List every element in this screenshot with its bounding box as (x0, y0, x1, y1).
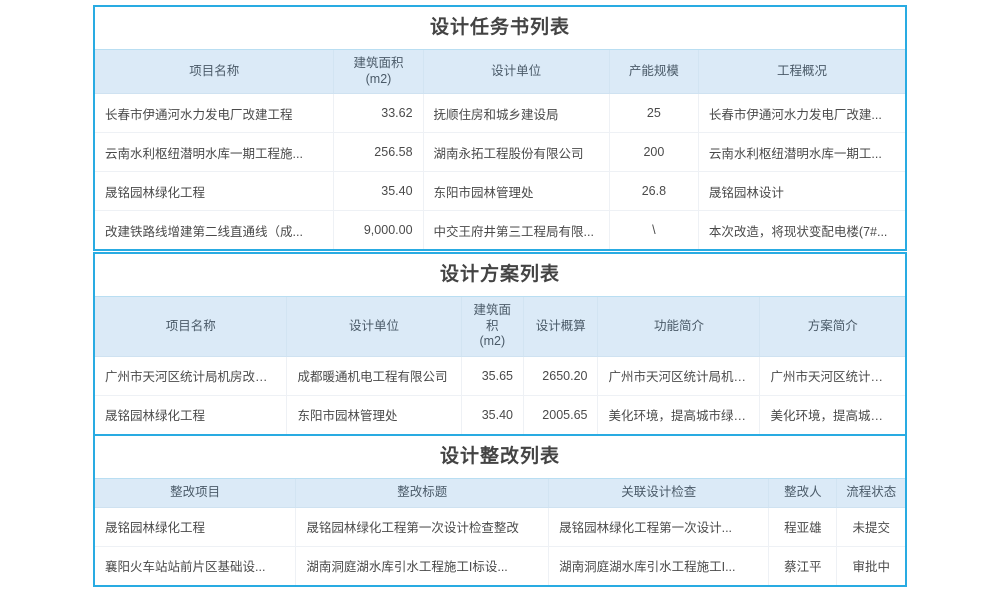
column-header-building-area-line1: 建筑面积 (473, 303, 512, 333)
cell-rectify-project[interactable]: 晟铭园林绿化工程 (95, 507, 297, 547)
cell-capacity: 25 (609, 93, 699, 134)
column-header-overview[interactable]: 工程概况 (698, 50, 905, 95)
table-row[interactable]: 晟铭园林绿化工程 晟铭园林绿化工程第一次设计检查整改 晟铭园林绿化工程第一次设计… (95, 507, 905, 547)
table-design-rectification: 整改项目 整改标题 关联设计检查 整改人 流程状态 晟铭园林绿化工程 晟铭园林绿… (95, 479, 905, 585)
cell-rectify-person: 蔡江平 (768, 546, 838, 585)
table-row[interactable]: 广州市天河区统计局机房改造... 成都暖通机电工程有限公司 35.65 2650… (95, 356, 905, 396)
column-header-rectify-project[interactable]: 整改项目 (95, 479, 297, 508)
cell-budget: 2650.20 (523, 356, 599, 396)
column-header-project-name[interactable]: 项目名称 (95, 50, 335, 95)
column-header-building-area[interactable]: 建筑面积 (m2) (461, 297, 524, 357)
cell-building-area: 256.58 (333, 132, 424, 173)
table-header-row: 项目名称 建筑面积 (m2) 设计单位 产能规模 工程概况 (95, 50, 905, 95)
table-row[interactable]: 晟铭园林绿化工程 东阳市园林管理处 35.40 2005.65 美化环境，提高城… (95, 395, 905, 435)
cell-design-unit: 抚顺住房和城乡建设局 (423, 93, 610, 134)
cell-budget: 2005.65 (523, 395, 599, 435)
column-header-building-area-line1: 建筑面积 (353, 56, 404, 70)
column-header-function-intro[interactable]: 功能简介 (597, 297, 761, 357)
column-header-process-status[interactable]: 流程状态 (836, 479, 905, 508)
card-title-design-schemes: 设计方案列表 (95, 254, 905, 297)
cell-capacity: 26.8 (609, 171, 699, 212)
cell-scheme-intro: 美化环境，提高城市绿化... (759, 395, 905, 435)
cell-capacity: 200 (609, 132, 699, 173)
cell-rectify-title[interactable]: 湖南洞庭湖水库引水工程施工I标设... (295, 546, 550, 585)
cell-rectify-project[interactable]: 襄阳火车站站前片区基础设... (95, 546, 297, 585)
table-header-row: 整改项目 整改标题 关联设计检查 整改人 流程状态 (95, 479, 905, 508)
cell-project-name[interactable]: 晟铭园林绿化工程 (95, 395, 288, 435)
table-row[interactable]: 长春市伊通河水力发电厂改建工程 33.62 抚顺住房和城乡建设局 25 长春市伊… (95, 93, 905, 134)
cell-rectify-title[interactable]: 晟铭园林绿化工程第一次设计检查整改 (295, 507, 550, 547)
cell-overview: 云南水利枢纽潜明水库一期工... (698, 132, 905, 173)
column-header-scheme-intro[interactable]: 方案简介 (759, 297, 905, 357)
cell-project-name[interactable]: 晟铭园林绿化工程 (95, 171, 335, 212)
table-row[interactable]: 襄阳火车站站前片区基础设... 湖南洞庭湖水库引水工程施工I标设... 湖南洞庭… (95, 546, 905, 585)
column-header-design-unit[interactable]: 设计单位 (286, 297, 462, 357)
cell-building-area: 33.62 (333, 93, 424, 134)
cell-related-check: 湖南洞庭湖水库引水工程施工I... (548, 546, 770, 585)
table-row[interactable]: 云南水利枢纽潜明水库一期工程施... 256.58 湖南永拓工程股份有限公司 2… (95, 132, 905, 173)
cell-design-unit: 湖南永拓工程股份有限公司 (423, 132, 610, 173)
table-row[interactable]: 改建铁路线增建第二线直通线（成... 9,000.00 中交王府井第三工程局有限… (95, 210, 905, 250)
table-header-row: 项目名称 设计单位 建筑面积 (m2) 设计概算 功能简介 方案简介 (95, 297, 905, 357)
cell-overview: 晟铭园林设计 (698, 171, 905, 212)
column-header-design-unit[interactable]: 设计单位 (423, 50, 610, 95)
status-badge: 审批中 (852, 560, 890, 575)
cell-project-name[interactable]: 改建铁路线增建第二线直通线（成... (95, 210, 335, 250)
column-header-project-name[interactable]: 项目名称 (95, 297, 288, 357)
card-design-tasks: 设计任务书列表 项目名称 建筑面积 (m2) 设计单位 产能规模 工程概况 (93, 5, 907, 252)
cell-project-name[interactable]: 长春市伊通河水力发电厂改建工程 (95, 93, 335, 134)
table-design-tasks: 项目名称 建筑面积 (m2) 设计单位 产能规模 工程概况 长春市伊通河水力发电… (95, 50, 905, 250)
column-header-rectify-title[interactable]: 整改标题 (295, 479, 550, 508)
cell-scheme-intro: 广州市天河区统计局机房... (759, 356, 905, 396)
cell-function-intro: 美化环境，提高城市绿化... (597, 395, 761, 435)
cell-building-area: 35.40 (333, 171, 424, 212)
status-badge: 未提交 (836, 507, 905, 547)
cell-capacity: \ (609, 210, 699, 250)
column-header-building-area-unit: (m2) (365, 71, 392, 86)
cell-rectify-person: 程亚雄 (768, 507, 838, 547)
cell-design-unit: 东阳市园林管理处 (423, 171, 610, 212)
column-header-budget[interactable]: 设计概算 (523, 297, 599, 357)
cell-design-unit: 成都暖通机电工程有限公司 (286, 356, 462, 396)
cell-overview: 长春市伊通河水力发电厂改建... (698, 93, 905, 134)
cell-design-unit: 中交王府井第三工程局有限... (423, 210, 610, 250)
cell-design-unit: 东阳市园林管理处 (286, 395, 462, 435)
cell-building-area: 35.65 (461, 356, 524, 396)
column-header-building-area[interactable]: 建筑面积 (m2) (333, 50, 424, 95)
card-design-rectification: 设计整改列表 整改项目 整改标题 关联设计检查 整改人 流程状态 晟铭园林绿化工… (93, 434, 907, 587)
column-header-capacity[interactable]: 产能规模 (609, 50, 699, 95)
card-title-design-rectification: 设计整改列表 (95, 436, 905, 479)
column-header-related-check[interactable]: 关联设计检查 (548, 479, 770, 508)
cell-project-name[interactable]: 广州市天河区统计局机房改造... (95, 356, 288, 396)
cell-overview: 本次改造，将现状变配电楼(7#... (708, 224, 888, 239)
cell-project-name[interactable]: 云南水利枢纽潜明水库一期工程施... (95, 132, 335, 173)
cell-building-area: 9,000.00 (333, 210, 424, 250)
cell-function-intro: 广州市天河区统计局机房... (597, 356, 761, 396)
table-row[interactable]: 晟铭园林绿化工程 35.40 东阳市园林管理处 26.8 晟铭园林设计 (95, 171, 905, 212)
card-title-design-tasks: 设计任务书列表 (95, 7, 905, 50)
column-header-rectify-person[interactable]: 整改人 (768, 479, 838, 508)
column-header-building-area-unit: (m2) (479, 334, 506, 349)
cell-related-check: 晟铭园林绿化工程第一次设计... (548, 507, 770, 547)
cell-building-area: 35.40 (461, 395, 524, 435)
